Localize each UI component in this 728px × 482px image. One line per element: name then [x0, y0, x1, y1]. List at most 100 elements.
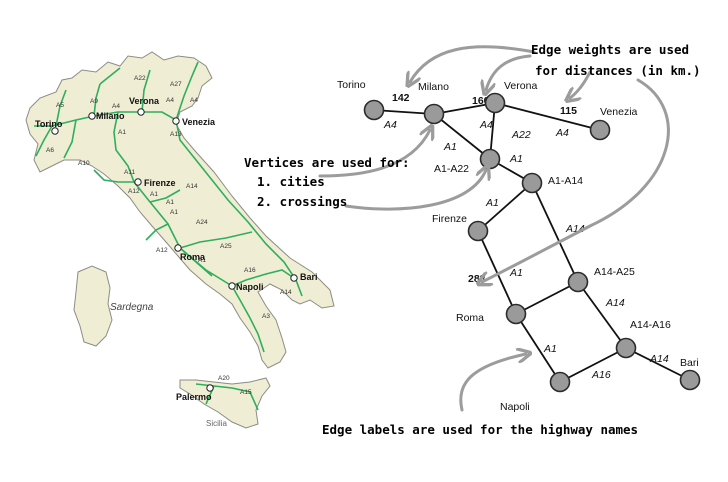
vertex-label-firenze: Firenze [432, 213, 467, 225]
edge-label-milano-a1a22: A1 [443, 141, 457, 153]
map-city-roma-dot [174, 244, 182, 252]
vertex-verona [484, 92, 506, 114]
edge-label-a1a14-firenze: A1 [485, 197, 499, 209]
map-city-palermo-label: Palermo [176, 392, 212, 402]
vertex-venezia [589, 119, 611, 141]
map-city-firenze-label: Firenze [144, 178, 176, 188]
map-highway-label: A11 [124, 169, 135, 176]
edge-a14a16-bari [625, 347, 691, 381]
map-highway-label: A14 [280, 289, 292, 296]
edge-verona-venezia [494, 102, 601, 131]
map-city-milano-dot [88, 112, 96, 120]
map-city-firenze-dot [134, 178, 142, 186]
edge-a1a14-a14a25 [531, 182, 579, 283]
map-highway-label: A9 [90, 98, 98, 105]
map-highway-label: A1 [118, 129, 126, 136]
edge-milano-verona [433, 102, 496, 115]
edge-label-napoli-a14a16: A16 [591, 369, 611, 381]
vertex-milano [423, 103, 445, 125]
map-highway-label: A1 [150, 191, 158, 198]
map-city-palermo-dot [206, 384, 214, 392]
map-highway-label: A14 [186, 183, 198, 190]
map-highway-label: A4 [112, 103, 120, 110]
edge-label-a1a22-a1a14: A1 [509, 153, 523, 165]
map-city-roma-label: Roma [180, 252, 206, 262]
sicilia-label: Sicilia [206, 419, 227, 428]
map-city-bari-label: Bari [300, 272, 318, 282]
vertex-firenze [467, 220, 489, 242]
vertex-napoli [549, 371, 571, 393]
mainland-shape [25, 51, 335, 369]
map-highway-label: A15 [240, 389, 252, 396]
graph-node-labels: Torino Milano Verona Venezia A1-A22 A1-A14 Fir… [337, 79, 699, 413]
map-highway-label: A3 [262, 313, 270, 320]
map-city-venezia-label: Venezia [182, 117, 216, 127]
map-city-milano-label: Milano [96, 111, 125, 121]
arrow-to-weight-283 [482, 78, 670, 282]
sardegna-shape [73, 265, 113, 347]
vertex-a1a14 [521, 172, 543, 194]
arrow-to-edge-label [459, 354, 526, 412]
sicilia-shape [179, 377, 271, 429]
arrow-to-weight-115 [570, 70, 592, 98]
map-highway-label: A12 [156, 247, 168, 254]
map-highway-label: A20 [218, 375, 230, 382]
vertex-label-a1a22: A1-A22 [434, 163, 469, 175]
edge-roma-napoli [515, 313, 561, 383]
map-highway-label: A1 [198, 257, 206, 264]
vertex-label-a14a25: A14-A25 [594, 266, 635, 278]
map-city-verona-label: Verona [129, 96, 160, 106]
edge-label-roma-napoli: A1 [543, 343, 557, 355]
edge-label-milano-verona: A4 [479, 119, 493, 131]
annotation-weights-line1: Edge weights are used [531, 42, 689, 57]
map-highway-label: A4 [190, 97, 198, 104]
edge-label-torino-milano: A4 [383, 119, 397, 131]
map-city-torino-label: Torino [35, 119, 63, 129]
edge-weight-torino-milano: 142 [392, 92, 410, 104]
edge-label-a14a16-bari: A14 [649, 353, 669, 365]
map-highway-label: A12 [128, 188, 140, 195]
edge-label-verona-venezia: A4 [555, 127, 569, 139]
annotation-weights-line2: for distances (in km.) [535, 63, 701, 78]
vertex-label-verona: Verona [504, 80, 537, 92]
map-highway-label: A1 [166, 199, 174, 206]
vertex-roma [505, 303, 527, 325]
vertex-label-milano: Milano [418, 81, 449, 93]
edge-label-firenze-roma: A1 [509, 267, 523, 279]
annotation-vertices-item1: 1. cities [257, 174, 325, 189]
map-highway-label: A10 [78, 160, 90, 167]
vertex-label-napoli: Napoli [500, 401, 530, 413]
map-highway-label: A4 [166, 97, 174, 104]
map-highway-label: A6 [46, 147, 54, 154]
edge-weight-firenze-roma: 283 [468, 273, 486, 285]
edge-a14a25-roma [515, 281, 579, 315]
edge-label-verona-a1a22: A22 [511, 129, 531, 141]
annotation-edge-labels: Edge labels are used for the highway nam… [322, 422, 638, 437]
map-highway-label: A22 [134, 75, 146, 82]
map-city-bari-dot [290, 274, 298, 282]
map-city-napoli-dot [228, 282, 236, 290]
map-highway-label: A13 [170, 131, 182, 138]
map-city-torino-dot [51, 127, 59, 135]
arrow-to-vertex-milano [318, 130, 430, 178]
map-city-napoli-label: Napoli [236, 282, 264, 292]
edge-milano-a1a22 [433, 113, 491, 160]
edge-a14a25-a14a16 [577, 281, 627, 349]
vertex-bari [679, 369, 701, 391]
vertex-a14a16 [615, 337, 637, 359]
annotation-arrows [318, 45, 670, 412]
map-highway-label: A25 [220, 243, 232, 250]
vertex-label-roma: Roma [456, 312, 484, 324]
vertex-label-a1a14: A1-A14 [548, 175, 583, 187]
map-highway-label: A16 [244, 267, 256, 274]
edge-napoli-a14a16 [559, 347, 627, 383]
edge-firenze-roma [477, 230, 517, 315]
vertex-a14a25 [567, 271, 589, 293]
edge-a1a14-firenze [477, 182, 533, 232]
graph-nodes [363, 92, 701, 393]
annotation-vertices-line1: Vertices are used for: [244, 155, 410, 170]
arrow-to-weight-160 [486, 54, 532, 90]
